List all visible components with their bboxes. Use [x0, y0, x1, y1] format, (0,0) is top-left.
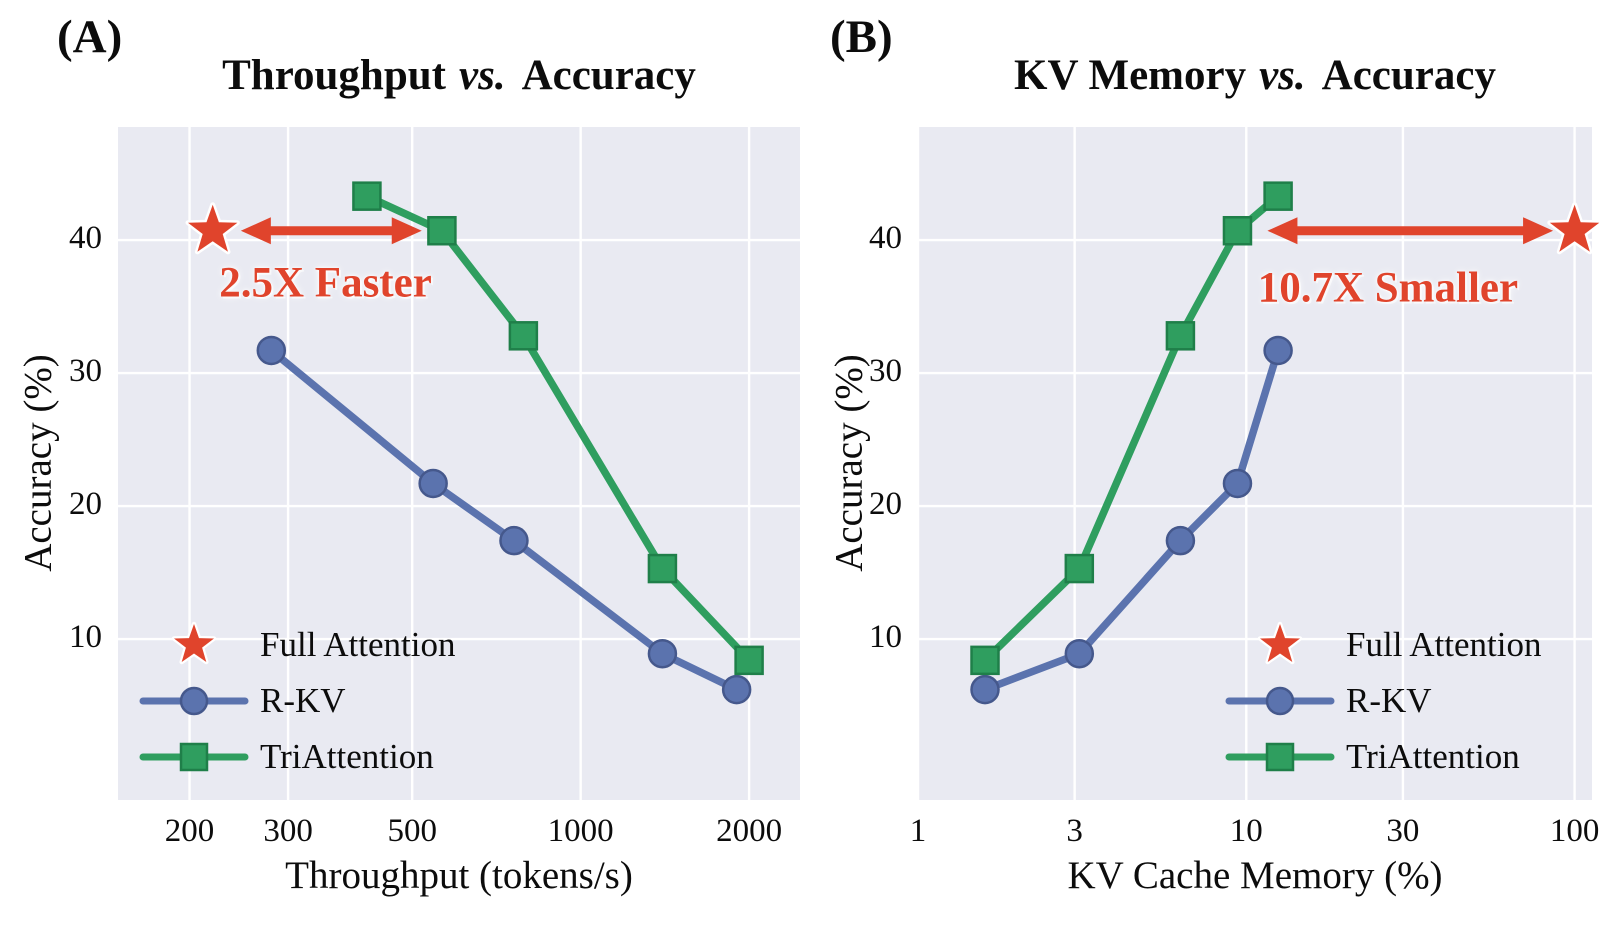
x-tick-label-100: 100	[1549, 813, 1600, 849]
x-tick-label-30: 30	[1386, 813, 1420, 849]
x-tick-label-10: 10	[1229, 813, 1263, 849]
data-point-square	[970, 645, 1000, 676]
legend-label-full-attention: Full Attention	[1346, 625, 1542, 664]
star-icon	[171, 621, 217, 665]
panel-b-x-axis-label: KV Cache Memory (%)	[1067, 854, 1443, 897]
y-tick-label-10: 10	[869, 619, 902, 656]
y-tick-label-20: 20	[869, 486, 902, 523]
legend-label-rkv: R-KV	[260, 681, 346, 720]
data-point-square	[508, 321, 539, 351]
data-point-square	[427, 215, 457, 246]
panel-a-y-axis-label: Accuracy (%)	[16, 354, 60, 572]
panel-a-legend: Full Attention R-KV TriAttention	[138, 617, 455, 785]
arrow-head-right-icon	[1523, 217, 1554, 245]
data-point-circle	[647, 638, 678, 669]
data-point-square	[1263, 181, 1293, 211]
x-tick-label-1: 1	[909, 813, 927, 849]
circle-line-icon	[1225, 686, 1335, 716]
star-icon	[1257, 621, 1303, 665]
y-tick-label-30: 30	[69, 353, 102, 390]
arrow-head-left-icon	[240, 217, 271, 245]
square-line-icon	[139, 742, 249, 772]
x-tick-label-3: 3	[1066, 813, 1083, 849]
data-point-circle	[970, 674, 1000, 705]
legend-label-triattention: TriAttention	[260, 737, 434, 776]
data-point-star	[185, 202, 240, 255]
data-point-square	[1064, 553, 1095, 584]
panel-b-title-suffix: Accuracy	[1321, 52, 1496, 99]
panel-a-title-vs: vs.	[459, 52, 506, 99]
panel-a-corner-label: (A)	[57, 11, 123, 63]
legend-label-triattention: TriAttention	[1346, 737, 1520, 776]
data-point-circle	[721, 674, 752, 705]
y-tick-label-40: 40	[869, 220, 902, 257]
legend-row-rkv: R-KV	[138, 673, 455, 729]
panel-b-title: KV Memory vs. Accuracy	[918, 52, 1592, 99]
circle-line-icon	[139, 686, 249, 716]
arrow-head-right-icon	[391, 217, 422, 245]
data-point-circle	[418, 468, 448, 499]
panel-a-title-prefix: Throughput	[222, 52, 446, 99]
legend-label-rkv: R-KV	[1346, 681, 1432, 720]
data-point-square	[1165, 321, 1196, 351]
panel-b-plot-area	[916, 127, 1602, 800]
data-point-circle	[1263, 335, 1293, 366]
square-line-icon	[1225, 742, 1335, 772]
panel-a-x-axis-label: Throughput (tokens/s)	[285, 854, 633, 897]
y-tick-label-30: 30	[869, 353, 902, 390]
legend-row-full-attention: Full Attention	[1224, 617, 1541, 673]
data-point-square	[734, 645, 764, 676]
y-tick-label-40: 40	[69, 220, 102, 257]
panel-a-title-suffix: Accuracy	[521, 52, 696, 99]
x-tick-label-300: 300	[263, 813, 313, 849]
y-tick-label-20: 20	[69, 486, 102, 523]
panel-b-legend: Full Attention R-KV TriAttention	[1224, 617, 1541, 785]
x-tick-label-200: 200	[164, 813, 215, 849]
panel-b-title-vs: vs.	[1259, 52, 1306, 99]
data-point-circle	[1222, 468, 1253, 499]
panel-a-title: Throughput vs. Accuracy	[118, 52, 800, 99]
legend-row-triattention: TriAttention	[1224, 729, 1541, 785]
legend-row-rkv: R-KV	[1224, 673, 1541, 729]
x-tick-label-500: 500	[387, 813, 437, 849]
panel-b-annotation-text: 10.7X Smaller	[1257, 264, 1519, 312]
y-tick-label-10: 10	[69, 619, 102, 656]
data-point-circle	[1064, 638, 1095, 669]
arrow-head-left-icon	[1267, 217, 1298, 245]
legend-label-full-attention: Full Attention	[260, 625, 456, 664]
panel-b-y-axis-label: Accuracy (%)	[827, 354, 871, 572]
data-point-circle	[1165, 525, 1196, 556]
legend-row-triattention: TriAttention	[138, 729, 455, 785]
x-tick-label-2000: 2000	[716, 813, 783, 849]
panel-a-plot-area	[118, 127, 800, 800]
data-point-square	[647, 553, 678, 584]
x-tick-label-1000: 1000	[547, 813, 614, 849]
panel-a-annotation-text: 2.5X Faster	[219, 259, 432, 307]
data-point-circle	[256, 335, 287, 366]
legend-row-full-attention: Full Attention	[138, 617, 455, 673]
data-point-star	[1547, 202, 1602, 255]
data-point-square	[352, 181, 382, 211]
panel-b-corner-label: (B)	[830, 11, 893, 63]
panel-b-title-prefix: KV Memory	[1014, 52, 1247, 99]
data-point-circle	[499, 525, 529, 556]
data-point-square	[1222, 215, 1253, 246]
